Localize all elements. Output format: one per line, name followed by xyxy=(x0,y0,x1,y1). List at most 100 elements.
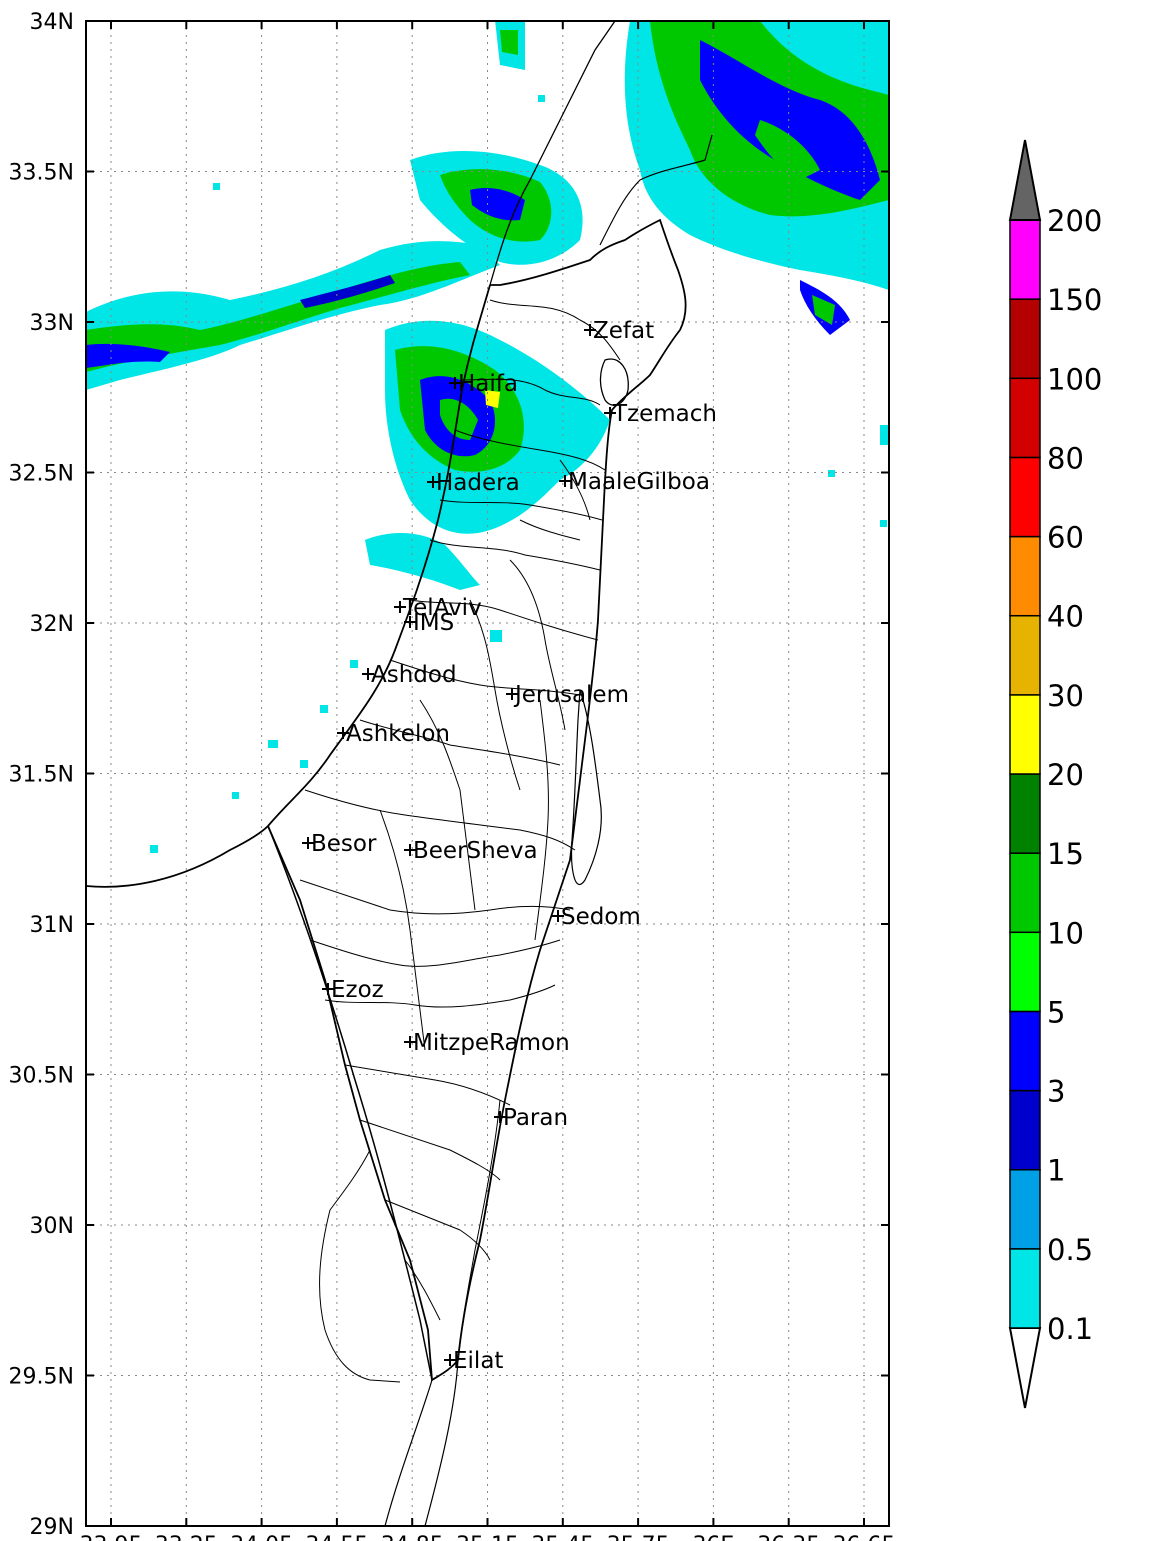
city-marker-icon xyxy=(449,377,461,389)
colorbar-level-label: 5 xyxy=(1047,995,1065,1029)
precip-band-west xyxy=(86,241,500,390)
city-label: Ashkelon xyxy=(346,721,450,747)
coastline xyxy=(86,284,491,888)
basin-lines xyxy=(299,299,621,1383)
colorbar-segment xyxy=(1009,377,1041,459)
colorbar-min-arrow xyxy=(1008,1327,1042,1409)
city-label: Sedom xyxy=(561,904,641,930)
lon-tick-label: 33.95 xyxy=(80,1533,143,1541)
colorbar-max-arrow xyxy=(1008,139,1042,221)
city-marker-icon xyxy=(394,601,406,613)
city-label: Hadera xyxy=(436,470,520,496)
colorbar-segment xyxy=(1009,931,1041,1013)
golan-boundary xyxy=(599,134,713,246)
colorbar: 0.1 0.5 1 3 5 10 15 20 30 40 60 80 100 150 200 xyxy=(1008,139,1102,1409)
city-ezoz: Ezoz xyxy=(322,977,384,1003)
city-marker-icon xyxy=(404,1036,416,1048)
city-marker-icon xyxy=(584,324,596,336)
colorbar-segment xyxy=(1009,694,1041,775)
city-paran: Paran xyxy=(494,1105,568,1131)
city-markers: Zefat Haifa Tzemach Hadera MaaleGilboa TelAvi… xyxy=(302,318,717,1374)
city-label: MitzpeRamon xyxy=(413,1030,570,1056)
city-tzemach: Tzemach xyxy=(604,401,717,427)
lon-tick-label: 36.35 xyxy=(757,1533,820,1541)
city-label: Eilat xyxy=(453,1348,503,1374)
city-marker-icon xyxy=(494,1111,506,1123)
city-label: Ezoz xyxy=(331,977,384,1003)
city-label: IMS xyxy=(413,610,454,636)
city-label: Jerusalem xyxy=(513,682,629,708)
colorbar-level-label: 0.5 xyxy=(1047,1233,1093,1267)
colorbar-segment xyxy=(1009,456,1041,538)
colorbar-segment xyxy=(1009,1248,1041,1329)
colorbar-level-label: 150 xyxy=(1047,283,1102,317)
city-jerusalem: Jerusalem xyxy=(506,682,629,708)
sinai-border xyxy=(267,825,433,1381)
lat-tick-label: 32N xyxy=(30,612,74,637)
city-marker-icon xyxy=(322,983,334,995)
city-label: BeerSheva xyxy=(413,838,538,864)
city-label: Ashdod xyxy=(371,662,457,688)
city-label: Zefat xyxy=(593,318,654,344)
colorbar-segment xyxy=(1009,1089,1041,1171)
israel-outline xyxy=(267,218,687,1382)
city-marker-icon xyxy=(362,668,374,680)
city-marker-icon xyxy=(506,688,518,700)
lat-tick-label: 34N xyxy=(30,10,74,35)
lat-tick-label: 31N xyxy=(30,913,74,938)
lat-tick-label: 29.5N xyxy=(9,1365,74,1390)
colorbar-level-label: 100 xyxy=(1047,362,1102,396)
lon-tick-label: 33.25 xyxy=(155,1533,218,1541)
colorbar-level-label: 3 xyxy=(1047,1075,1065,1109)
city-eilat: Eilat xyxy=(444,1348,503,1374)
city-marker-icon xyxy=(604,407,616,419)
city-maalegilboa: MaaleGilboa xyxy=(559,469,710,495)
gulf-line-1 xyxy=(384,1379,433,1526)
lat-tick-label: 29N xyxy=(30,1515,74,1540)
city-beersheva: BeerSheva xyxy=(404,838,538,864)
city-besor: Besor xyxy=(302,831,377,857)
lon-tick-label: 35.45 xyxy=(531,1533,594,1541)
longitude-labels: 33.95 33.25 34.05 34.55 34.85 35.15 35.45 35.75… xyxy=(80,1533,896,1541)
city-label: TelAviv xyxy=(402,595,482,621)
city-zefat: Zefat xyxy=(584,318,654,344)
colorbar-segment xyxy=(1009,535,1041,617)
city-ashkelon: Ashkelon xyxy=(337,721,450,747)
city-marker-icon xyxy=(559,475,571,487)
lon-tick-label: 36E xyxy=(692,1533,734,1541)
gulf-line-2 xyxy=(424,1359,459,1526)
kinneret xyxy=(599,358,629,406)
colorbar-level-label: 0.1 xyxy=(1047,1312,1093,1346)
precip-band-north xyxy=(410,21,583,265)
colorbar-segment xyxy=(1009,298,1041,380)
city-marker-icon xyxy=(444,1354,456,1366)
colorbar-segment xyxy=(1009,1168,1041,1250)
city-marker-icon xyxy=(404,616,416,628)
colorbar-level-label: 10 xyxy=(1047,916,1084,950)
colorbar-level-label: 200 xyxy=(1047,204,1102,238)
city-ashdod: Ashdod xyxy=(362,662,457,688)
lon-tick-label: 34.55 xyxy=(305,1533,368,1541)
lat-tick-label: 33N xyxy=(30,311,74,336)
colorbar-level-label: 30 xyxy=(1047,679,1084,713)
lebanon-coast xyxy=(489,21,616,286)
lon-tick-label: 35.15 xyxy=(456,1533,519,1541)
city-sedom: Sedom xyxy=(552,904,641,930)
city-marker-icon xyxy=(552,910,564,922)
city-label: Tzemach xyxy=(612,401,717,427)
colorbar-level-label: 40 xyxy=(1047,600,1084,634)
latitude-labels: 34N 33.5N 33N 32.5N 32N 31.5N 31N 30.5N 30N 29.5N… xyxy=(9,10,74,1540)
lon-tick-label: 36.65 xyxy=(833,1533,896,1541)
city-label: Paran xyxy=(503,1105,568,1131)
city-marker-icon xyxy=(427,476,439,488)
precip-band-northeast xyxy=(624,21,889,335)
boundaries xyxy=(86,21,713,1526)
lat-tick-label: 32.5N xyxy=(9,462,74,487)
lon-tick-label: 34.05 xyxy=(230,1533,293,1541)
precip-scatter-coast xyxy=(150,95,889,853)
lon-tick-label: 34.85 xyxy=(381,1533,444,1541)
city-label: Besor xyxy=(311,831,377,857)
city-ims: IMS xyxy=(404,610,454,636)
city-label: MaaleGilboa xyxy=(568,469,710,495)
